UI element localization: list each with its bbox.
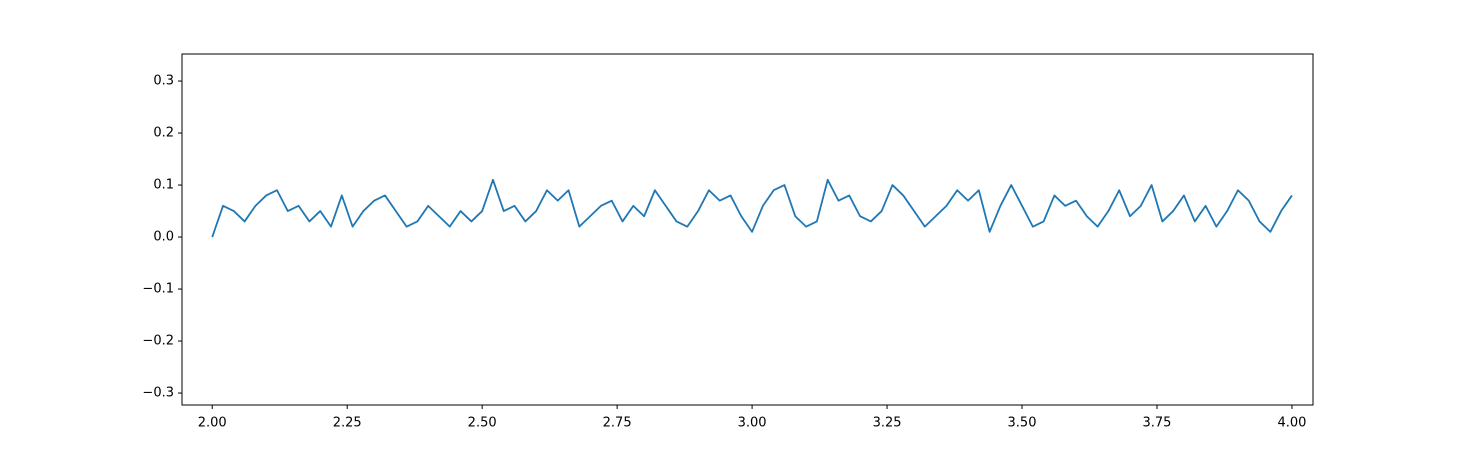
y-tick-label: −0.3 — [142, 386, 174, 401]
x-tick-label: 4.00 — [1277, 416, 1306, 431]
y-tick-label: −0.2 — [142, 334, 174, 349]
x-tick-label: 2.25 — [333, 416, 362, 431]
x-tick-label: 3.00 — [738, 416, 767, 431]
line-series — [211, 178, 1293, 238]
x-tick-label: 3.25 — [873, 416, 902, 431]
x-tick-label: 2.75 — [603, 416, 632, 431]
y-tick-label: 0.1 — [153, 178, 174, 193]
x-tick-label: 2.00 — [198, 416, 227, 431]
axes-frame — [181, 53, 1314, 406]
x-tick-label: 2.50 — [468, 416, 497, 431]
x-tick-label: 3.75 — [1143, 416, 1172, 431]
x-tick-label: 3.50 — [1008, 416, 1037, 431]
y-tick-label: −0.1 — [142, 282, 174, 297]
y-tick-label: 0.2 — [153, 126, 174, 141]
y-tick-label: 0.3 — [153, 74, 174, 89]
y-tick-label: 0.0 — [153, 230, 174, 245]
